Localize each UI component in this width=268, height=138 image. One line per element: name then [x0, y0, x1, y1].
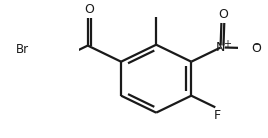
Text: O: O	[84, 3, 94, 16]
Text: O: O	[251, 42, 261, 55]
Text: −: −	[253, 40, 261, 50]
Text: F: F	[213, 109, 221, 122]
Text: N: N	[216, 41, 225, 54]
Text: +: +	[223, 39, 231, 49]
Text: Br: Br	[16, 43, 29, 56]
Text: O: O	[218, 8, 228, 21]
